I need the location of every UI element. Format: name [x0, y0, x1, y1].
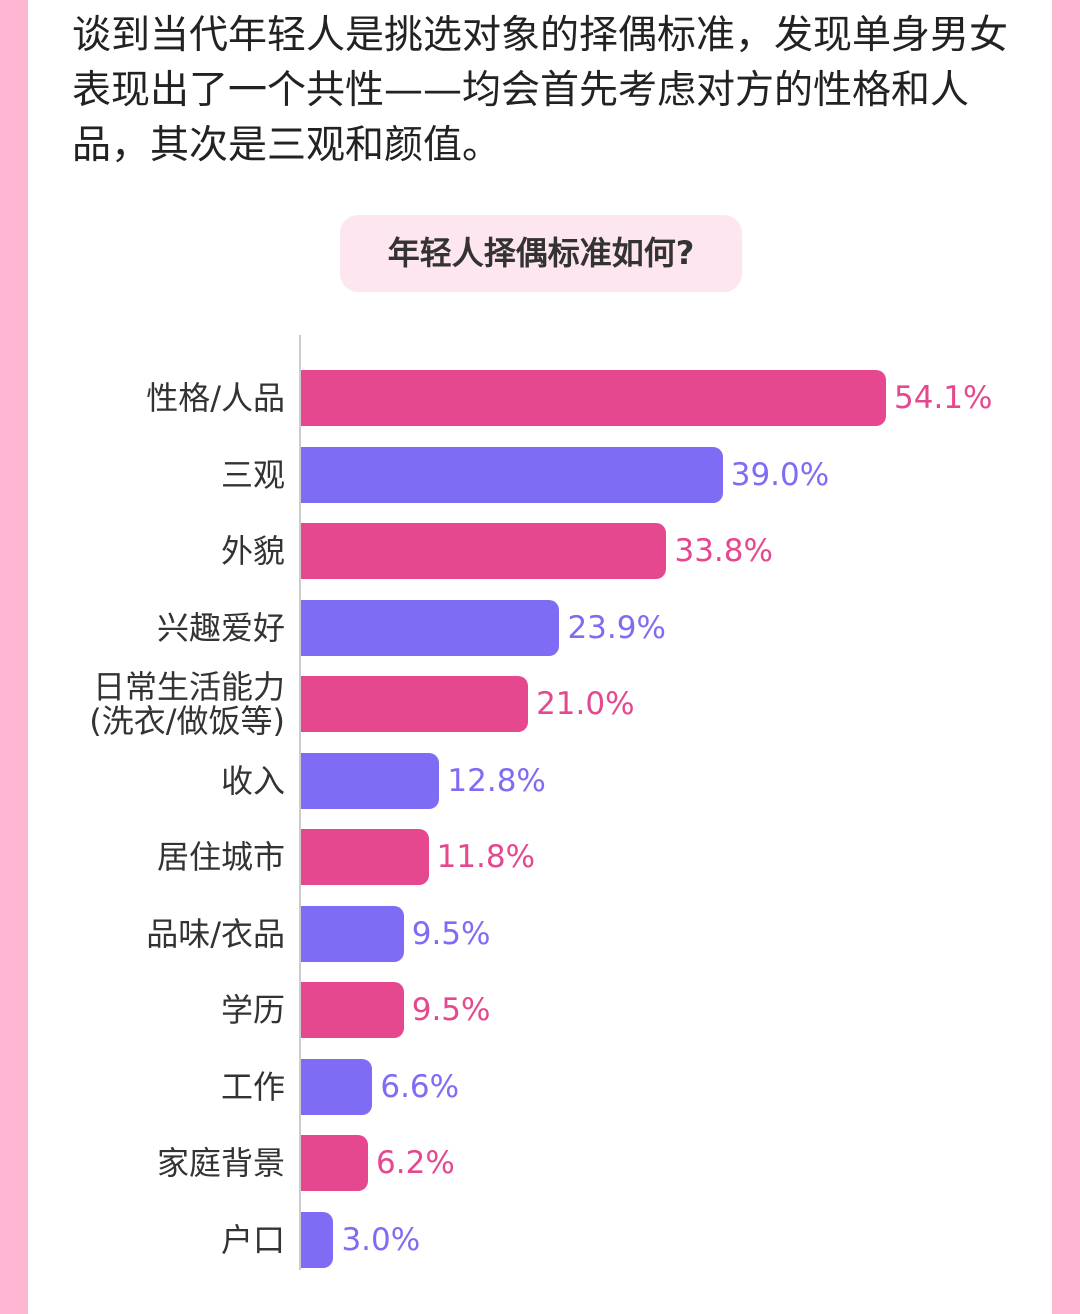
category-label: 户口	[220, 1220, 285, 1259]
category-label: 家庭背景	[156, 1144, 285, 1182]
category-label: 收入	[220, 761, 285, 800]
value-label: 12.8%	[447, 762, 546, 799]
value-label: 39.0%	[730, 456, 830, 493]
paragraph: 谈到当代年轻人是挑选对象的择偶标准，发现单身男女表现出了一个共性——均会首先考虑…	[72, 13, 1009, 168]
value-label: 11.8%	[436, 839, 536, 875]
category-label: 性格/人品	[146, 379, 285, 417]
axis-line	[299, 335, 301, 1270]
category-label: 工作	[220, 1067, 285, 1106]
category-label: 兴趣爱好	[156, 608, 285, 647]
category-label: 外貌	[220, 532, 285, 570]
value-label: 6.6%	[380, 1068, 460, 1105]
value-label: 9.5%	[411, 915, 491, 952]
category-label: 学历	[220, 991, 285, 1029]
value-label: 3.0%	[341, 1221, 421, 1258]
bar	[301, 982, 404, 1038]
bar	[301, 829, 429, 885]
bar	[301, 446, 723, 503]
side-border	[1052, 0, 1080, 1314]
side-border	[0, 0, 28, 1314]
bar	[301, 1058, 373, 1115]
bar	[301, 752, 440, 809]
category-label: 居住城市	[156, 838, 285, 876]
value-label: 9.5%	[411, 992, 491, 1028]
category-label: 日常生活能力 (洗衣/做饭等)	[89, 668, 285, 740]
bar	[301, 523, 667, 579]
value-label: 21.0%	[536, 686, 635, 722]
value-label: 6.2%	[376, 1145, 455, 1181]
bar	[301, 1211, 334, 1268]
bar	[301, 599, 560, 656]
category-label: 三观	[220, 455, 285, 494]
value-label: 23.9%	[567, 609, 666, 646]
category-label: 品味/衣品	[146, 914, 285, 953]
value-label: 54.1%	[894, 380, 993, 416]
value-label: 33.8%	[674, 533, 773, 569]
bar	[301, 1135, 369, 1191]
bar	[301, 676, 529, 732]
bar	[301, 370, 886, 426]
chart-title: 年轻人择偶标准如何?	[340, 215, 742, 292]
bar	[301, 905, 404, 962]
